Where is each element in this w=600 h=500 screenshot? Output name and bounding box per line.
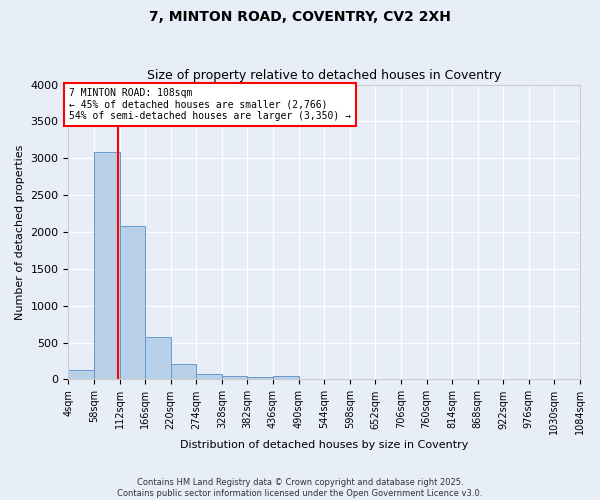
Bar: [222, 376, 247, 380]
Title: Size of property relative to detached houses in Coventry: Size of property relative to detached ho…: [147, 69, 502, 82]
Bar: [273, 376, 299, 380]
Bar: [68, 370, 94, 380]
Bar: [145, 338, 171, 380]
Y-axis label: Number of detached properties: Number of detached properties: [15, 144, 25, 320]
Bar: [247, 377, 273, 380]
Text: 7 MINTON ROAD: 108sqm
← 45% of detached houses are smaller (2,766)
54% of semi-d: 7 MINTON ROAD: 108sqm ← 45% of detached …: [70, 88, 352, 122]
Bar: [119, 226, 145, 380]
Text: 7, MINTON ROAD, COVENTRY, CV2 2XH: 7, MINTON ROAD, COVENTRY, CV2 2XH: [149, 10, 451, 24]
Text: Contains HM Land Registry data © Crown copyright and database right 2025.
Contai: Contains HM Land Registry data © Crown c…: [118, 478, 482, 498]
X-axis label: Distribution of detached houses by size in Coventry: Distribution of detached houses by size …: [180, 440, 469, 450]
Bar: [94, 152, 119, 380]
Bar: [196, 374, 222, 380]
Bar: [171, 364, 196, 380]
